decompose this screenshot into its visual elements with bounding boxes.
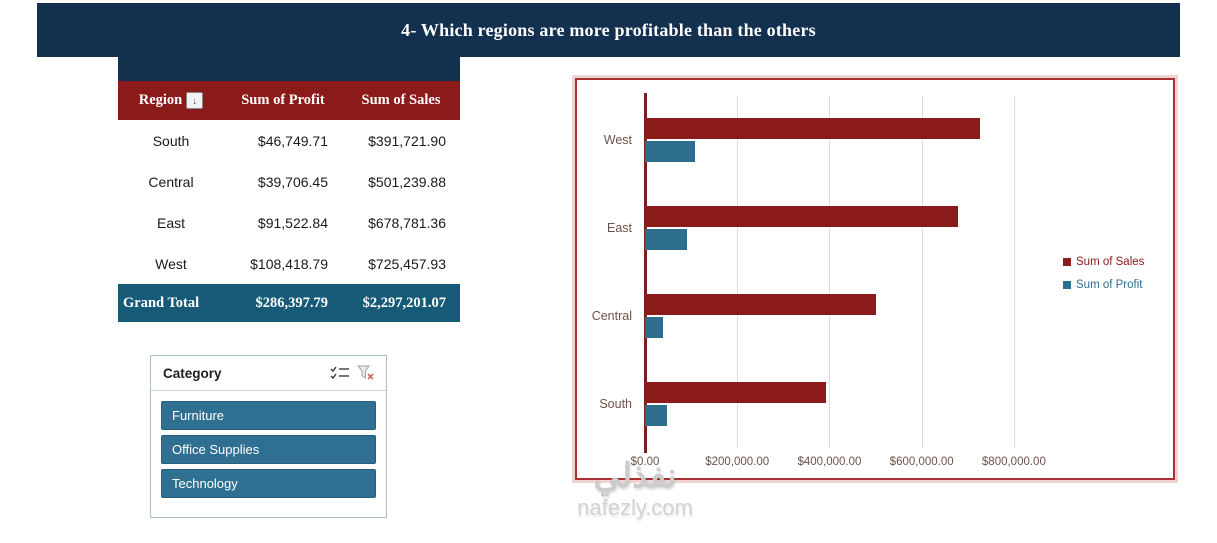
profit-bar-east[interactable] <box>645 229 688 250</box>
grand-total-label: Grand Total <box>123 294 200 311</box>
bar-group-central: Central <box>592 272 1060 360</box>
sales-bar-east[interactable] <box>645 206 958 227</box>
watermark-latin: nafezly.com <box>577 495 693 521</box>
x-axis-tick: $600,000.00 <box>889 456 954 468</box>
page-title: 4- Which regions are more profitable tha… <box>401 19 816 40</box>
sales-bar-south[interactable] <box>645 382 826 403</box>
slicer-title: Category <box>163 365 222 381</box>
profit-cell: $46,749.71 <box>257 132 328 149</box>
column-header-profit: Sum of Profit <box>241 92 325 108</box>
sales-bar-central[interactable] <box>645 294 877 315</box>
y-axis-line <box>644 93 647 453</box>
region-cell: South <box>152 132 190 149</box>
legend-entry-sales[interactable]: Sum of Sales <box>1063 256 1144 268</box>
table-row: East $91,522.84 $678,781.36 <box>118 202 460 243</box>
profit-bar-west[interactable] <box>645 141 695 162</box>
x-axis-tick: $200,000.00 <box>705 456 770 468</box>
legend-label-profit: Sum of Profit <box>1076 279 1143 291</box>
profit-bar-central[interactable] <box>645 317 664 338</box>
plot-area: West East Central South <box>592 93 1060 453</box>
sales-cell: $725,457.93 <box>368 255 446 272</box>
grand-total-profit: $286,397.79 <box>255 294 329 311</box>
bar-group-south: South <box>599 360 1060 448</box>
slicer-item-list: Furniture Office Supplies Technology <box>151 391 386 508</box>
sort-arrow-icon: ↓ <box>192 95 198 106</box>
region-cell: East <box>156 214 185 231</box>
slicer-item-furniture[interactable]: Furniture <box>161 401 376 430</box>
profit-cell: $108,418.79 <box>250 255 328 272</box>
column-header-sales: Sum of Sales <box>361 92 441 108</box>
sales-cell: $678,781.36 <box>368 214 446 231</box>
multi-select-icon <box>330 366 349 380</box>
region-cell: West <box>155 255 187 272</box>
bar-group-east: East <box>607 184 1060 272</box>
profit-swatch-icon <box>1063 281 1071 289</box>
page-header: 4- Which regions are more profitable tha… <box>37 3 1180 57</box>
slicer-item-technology[interactable]: Technology <box>161 469 376 498</box>
table-row: Central $39,706.45 $501,239.88 <box>118 161 460 202</box>
sales-cell: $391,721.90 <box>368 132 446 149</box>
sales-bar-west[interactable] <box>645 118 980 139</box>
category-label-south: South <box>599 397 632 411</box>
grand-total-sales: $2,297,201.07 <box>362 294 446 311</box>
profit-cell: $91,522.84 <box>257 214 328 231</box>
category-label-west: West <box>603 133 632 147</box>
pivot-table: Region ↓ Sum of Profit Sum of Sales Sout… <box>118 81 460 322</box>
region-sort-filter-button[interactable]: ↓ <box>186 92 204 109</box>
table-row: South $46,749.71 $391,721.90 <box>118 120 460 161</box>
profit-cell: $39,706.45 <box>257 173 328 190</box>
x-axis-tick: $800,000.00 <box>981 456 1046 468</box>
x-axis: $0.00 $200,000.00 $400,000.00 $600,000.0… <box>631 456 1060 476</box>
multi-select-button[interactable] <box>328 362 352 384</box>
sales-cell: $501,239.88 <box>368 173 446 190</box>
chart-legend: Sum of Sales Sum of Profit <box>1063 256 1144 291</box>
legend-entry-profit[interactable]: Sum of Profit <box>1063 279 1144 291</box>
region-cell: Central <box>148 173 194 190</box>
slicer-header: Category <box>151 356 386 391</box>
category-label-east: East <box>606 221 632 235</box>
table-header-row: Region ↓ Sum of Profit Sum of Sales <box>118 81 460 120</box>
header-underlay <box>118 57 460 81</box>
sales-swatch-icon <box>1063 258 1071 266</box>
category-label-central: Central <box>591 309 632 323</box>
category-slicer: Category Furniture Office Supplies Techn… <box>150 355 387 518</box>
legend-label-sales: Sum of Sales <box>1076 256 1145 268</box>
grand-total-row: Grand Total $286,397.79 $2,297,201.07 <box>118 284 460 322</box>
column-header-region: Region ↓ <box>118 92 224 109</box>
bar-group-west: West <box>604 96 1060 184</box>
table-row: West $108,418.79 $725,457.93 <box>118 243 460 284</box>
x-axis-tick: $0.00 <box>630 456 660 468</box>
profit-bar-south[interactable] <box>645 405 667 426</box>
clear-filter-icon <box>357 365 374 380</box>
bar-chart[interactable]: West East Central South $0.00 $200,000.0… <box>575 78 1175 480</box>
x-axis-tick: $400,000.00 <box>797 456 862 468</box>
clear-filter-button[interactable] <box>354 362 378 384</box>
region-header-label: Region <box>138 92 183 108</box>
slicer-item-office-supplies[interactable]: Office Supplies <box>161 435 376 464</box>
